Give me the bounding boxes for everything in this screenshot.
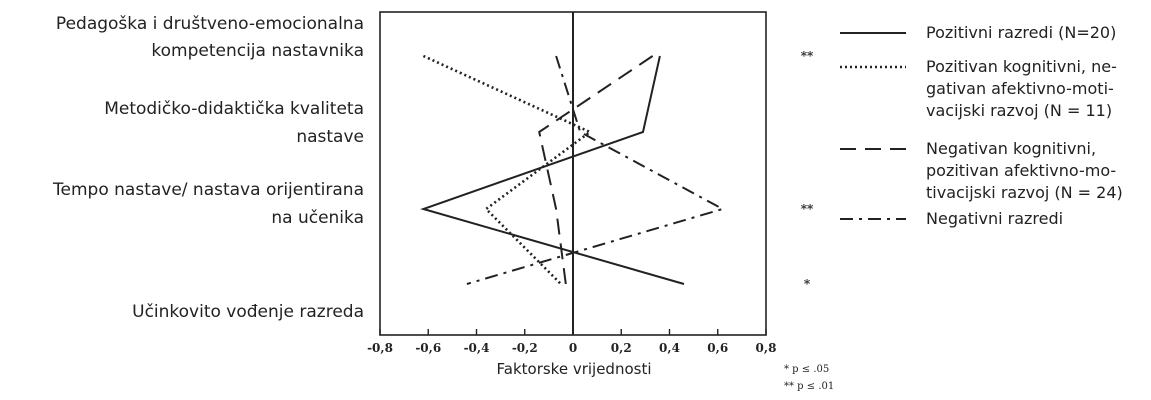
series-line: [466, 55, 726, 285]
x-tick-label: 0,8: [756, 341, 777, 355]
note-p05: * p ≤ .05: [784, 364, 829, 375]
legend-label: Negativan kognitivni,: [926, 139, 1096, 158]
series-line: [420, 55, 685, 285]
x-tick-label: -0,6: [415, 341, 441, 355]
significance-mark: **: [801, 49, 814, 63]
series-line: [422, 54, 593, 285]
legend-label: pozitivan afektivno-mo-: [926, 161, 1116, 180]
x-tick-label: -0,2: [512, 341, 538, 355]
x-tick-label: 0,6: [707, 341, 728, 355]
series-line: [538, 55, 654, 285]
x-tick-label: -0,4: [464, 341, 490, 355]
significance-mark: **: [801, 202, 814, 216]
category-label: kompetencija nastavnika: [151, 41, 364, 61]
legend-label: Pozitivni razredi (N=20): [926, 23, 1116, 42]
category-label: nastave: [296, 127, 364, 147]
category-label: Pedagoška i društveno-emocionalna: [56, 14, 364, 34]
x-tick-label: -0,8: [367, 341, 393, 355]
significance-mark: *: [804, 277, 811, 291]
legend-label: tivacijski razvoj (N = 24): [926, 183, 1123, 202]
note-p01: ** p ≤ .01: [784, 381, 834, 392]
category-label: na učenika: [271, 208, 364, 228]
category-label: Tempo nastave/ nastava orijentirana: [52, 180, 364, 200]
x-tick-label: 0,2: [611, 341, 632, 355]
category-label: Metodičko-didaktička kvaliteta: [104, 99, 364, 119]
x-tick-label: 0: [569, 341, 577, 355]
legend-label: gativan afektivno-moti-: [926, 79, 1114, 98]
category-label: Učinkovito vođenje razreda: [132, 302, 364, 322]
x-axis-label: Faktorske vrijednosti: [497, 360, 652, 378]
legend-label: Negativni razredi: [926, 209, 1063, 228]
legend-label: Pozitivan kognitivni, ne-: [926, 57, 1117, 76]
legend-label: vacijski razvoj (N = 11): [926, 101, 1112, 120]
x-tick-label: 0,4: [659, 341, 680, 355]
